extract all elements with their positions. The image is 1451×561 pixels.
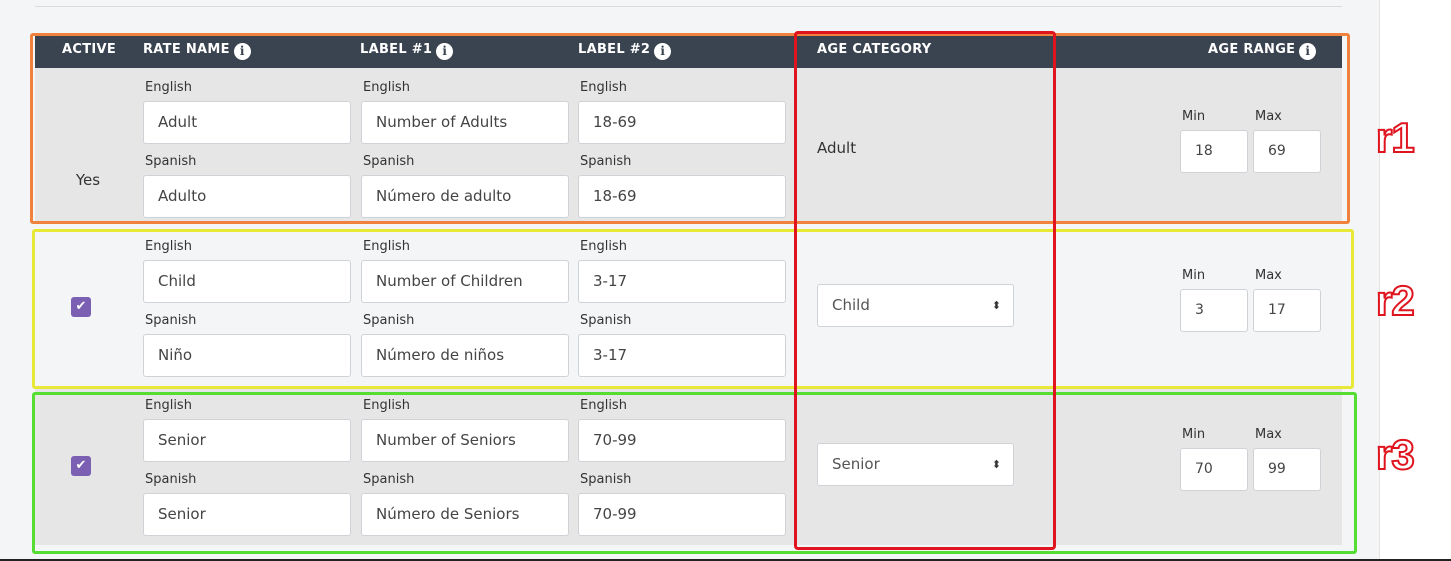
top-divider: [35, 6, 1342, 7]
label1-spanish-label: Spanish: [363, 154, 415, 169]
label2-spanish-input[interactable]: 70-99: [578, 493, 786, 536]
label2-spanish-label: Spanish: [580, 472, 632, 487]
info-icon[interactable]: i: [1299, 43, 1317, 60]
label1-spanish-input[interactable]: Número de adulto: [361, 175, 569, 218]
rate-name-spanish-label: Spanish: [145, 472, 197, 487]
active-checkbox[interactable]: ✔: [71, 456, 91, 476]
header-age-range: AGE RANGE i: [1208, 34, 1317, 68]
rate-name-spanish-label: Spanish: [145, 313, 197, 328]
select-arrows-icon: ⬍: [991, 299, 1001, 312]
age-min-input[interactable]: 3: [1180, 289, 1248, 332]
annotation-label-r2: r2: [1375, 277, 1416, 324]
age-category-selected-value: Child: [832, 296, 870, 314]
label2-english-input[interactable]: 18-69: [578, 101, 786, 144]
label2-english-label: English: [580, 239, 627, 254]
rate-name-english-label: English: [145, 239, 192, 254]
rate-name-spanish-input[interactable]: Senior: [143, 493, 351, 536]
label1-english-input[interactable]: Number of Seniors: [361, 419, 569, 462]
table-row: ✔ English Senior Spanish Senior English …: [35, 386, 1342, 545]
table-row: Yes English Adult Spanish Adulto English…: [35, 68, 1342, 223]
age-max-input[interactable]: 99: [1253, 448, 1321, 491]
table-header: ACTIVE RATE NAME i LABEL #1 i LABEL #2 i AG…: [35, 34, 1342, 68]
age-category-text: Adult: [817, 139, 857, 157]
label2-spanish-input[interactable]: 3-17: [578, 334, 786, 377]
max-label: Max: [1255, 427, 1282, 442]
right-gutter: [1379, 0, 1451, 561]
age-min-input[interactable]: 70: [1180, 448, 1248, 491]
header-rate-name: RATE NAME i: [143, 34, 251, 68]
age-category-selected-value: Senior: [832, 455, 880, 473]
label1-spanish-label: Spanish: [363, 472, 415, 487]
active-status-text: Yes: [75, 171, 101, 189]
bottom-divider: [0, 559, 1451, 561]
max-label: Max: [1255, 109, 1282, 124]
rate-name-spanish-input[interactable]: Niño: [143, 334, 351, 377]
label1-spanish-input[interactable]: Número de niños: [361, 334, 569, 377]
label1-english-label: English: [363, 80, 410, 95]
rate-name-spanish-label: Spanish: [145, 154, 197, 169]
info-icon[interactable]: i: [436, 43, 454, 60]
info-icon[interactable]: i: [654, 43, 672, 60]
age-max-input[interactable]: 69: [1253, 130, 1321, 173]
label1-spanish-label: Spanish: [363, 313, 415, 328]
annotation-box-r2: [32, 229, 1354, 389]
label1-english-label: English: [363, 398, 410, 413]
rate-name-english-label: English: [145, 398, 192, 413]
rate-name-english-input[interactable]: Child: [143, 260, 351, 303]
rate-name-spanish-input[interactable]: Adulto: [143, 175, 351, 218]
label2-spanish-label: Spanish: [580, 154, 632, 169]
rate-name-english-input[interactable]: Adult: [143, 101, 351, 144]
active-checkbox[interactable]: ✔: [71, 297, 91, 317]
label2-english-input[interactable]: 3-17: [578, 260, 786, 303]
annotation-box-r3: [32, 392, 1357, 554]
label1-english-label: English: [363, 239, 410, 254]
label2-spanish-input[interactable]: 18-69: [578, 175, 786, 218]
min-label: Min: [1182, 109, 1206, 124]
annotation-box-r1: [30, 33, 1350, 224]
label2-english-label: English: [580, 80, 627, 95]
select-arrows-icon: ⬍: [991, 458, 1001, 471]
header-label-2: LABEL #2 i: [578, 34, 672, 68]
annotation-box-age-category: [794, 31, 1056, 550]
table-row: ✔ English Child Spanish Niño English Num…: [35, 227, 1342, 382]
label1-spanish-input[interactable]: Número de Seniors: [361, 493, 569, 536]
header-label-1: LABEL #1 i: [360, 34, 454, 68]
label2-english-input[interactable]: 70-99: [578, 419, 786, 462]
annotation-label-r1: r1: [1375, 114, 1416, 161]
info-icon[interactable]: i: [233, 43, 251, 60]
rate-name-english-input[interactable]: Senior: [143, 419, 351, 462]
label1-english-input[interactable]: Number of Children: [361, 260, 569, 303]
label2-spanish-label: Spanish: [580, 313, 632, 328]
age-max-input[interactable]: 17: [1253, 289, 1321, 332]
header-age-category: AGE CATEGORY: [817, 42, 932, 57]
min-label: Min: [1182, 268, 1206, 283]
rate-name-english-label: English: [145, 80, 192, 95]
annotation-label-r3: r3: [1375, 431, 1416, 478]
age-min-input[interactable]: 18: [1180, 130, 1248, 173]
label1-english-input[interactable]: Number of Adults: [361, 101, 569, 144]
age-category-select[interactable]: Senior ⬍: [817, 443, 1014, 486]
min-label: Min: [1182, 427, 1206, 442]
max-label: Max: [1255, 268, 1282, 283]
age-category-select[interactable]: Child ⬍: [817, 284, 1014, 327]
header-active: ACTIVE: [62, 42, 117, 57]
label2-english-label: English: [580, 398, 627, 413]
